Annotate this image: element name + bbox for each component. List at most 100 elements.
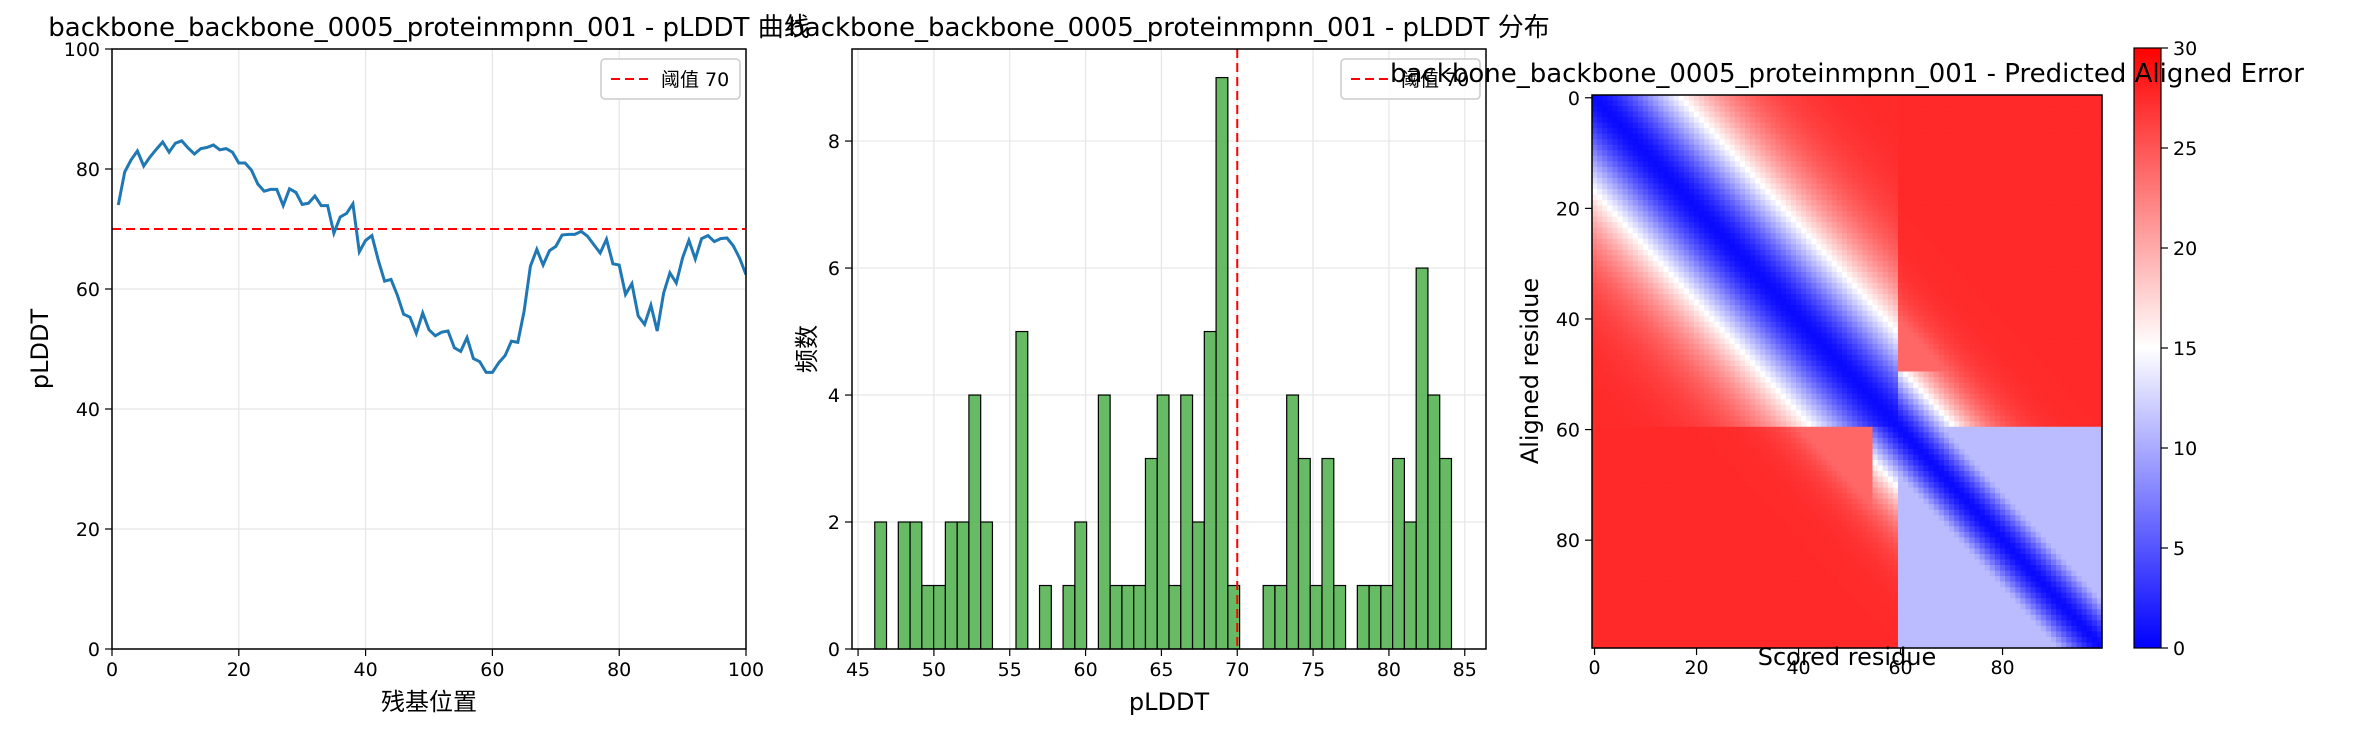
- pae-cell: [2091, 150, 2098, 157]
- pae-cell: [1755, 260, 1761, 268]
- pae-cell: [1877, 233, 1884, 240]
- pae-cell: [2086, 100, 2093, 107]
- pae-cell: [1632, 128, 1639, 135]
- pae-cell: [1852, 338, 1858, 345]
- pae-cell: [1622, 354, 1629, 362]
- pae-cell: [1852, 238, 1858, 245]
- pae-cell: [1806, 166, 1812, 174]
- pae-cell: [1612, 310, 1619, 317]
- pae-cell: [1892, 266, 1899, 273]
- pae-cell: [1709, 349, 1715, 356]
- pae-cell: [2066, 327, 2072, 334]
- pae-cell: [1928, 155, 1935, 162]
- pae-cell: [1928, 133, 1935, 140]
- pae-cell: [1882, 260, 1889, 268]
- pae-cell: [2071, 321, 2078, 328]
- pae-cell: [1668, 172, 1675, 179]
- pae-cell: [2000, 332, 2006, 339]
- pae-cell: [2020, 294, 2027, 301]
- pae-cell: [2035, 294, 2042, 301]
- pae-cell: [1704, 200, 1710, 207]
- pae-cell: [1887, 283, 1894, 290]
- pae-cell: [1908, 343, 1914, 350]
- pae-cell: [1847, 332, 1853, 339]
- pae-cell: [1877, 332, 1884, 339]
- pae-cell: [1750, 161, 1756, 168]
- histogram-bar: [1309, 584, 1323, 650]
- pae-cell: [2076, 139, 2083, 146]
- pae-cell: [1923, 172, 1930, 179]
- pae-cell: [1683, 155, 1690, 162]
- pae-cell: [1994, 321, 2001, 328]
- pae-cell: [1943, 106, 1950, 113]
- pae-cell: [1607, 172, 1613, 179]
- pae-cell: [2096, 111, 2103, 118]
- pae-cell: [1739, 200, 1746, 207]
- pae-cell: [1898, 227, 1904, 234]
- pae-cell: [2061, 128, 2067, 135]
- pae-cell: [1989, 271, 1996, 279]
- pae-cell: [1847, 283, 1853, 290]
- pae-cell: [1913, 172, 1919, 179]
- pae-cell: [1750, 155, 1756, 162]
- pae-cell: [1852, 343, 1858, 350]
- pae-cell: [1597, 227, 1603, 234]
- pae-cell: [2086, 321, 2093, 328]
- pae-cell: [1847, 144, 1853, 151]
- pae-cell: [1709, 111, 1715, 118]
- pae-cell: [2071, 95, 2078, 102]
- pae-cell: [1943, 128, 1950, 135]
- pae-cell: [1862, 277, 1868, 284]
- pae-cell: [1673, 100, 1680, 107]
- pae-cell: [1617, 277, 1624, 284]
- pae-cell: [1857, 294, 1863, 301]
- pae-cell: [1979, 144, 1986, 151]
- pae-cell: [1775, 177, 1782, 185]
- pae-cell: [1704, 139, 1710, 146]
- pae-cell: [1673, 200, 1680, 207]
- pae-cell: [1760, 183, 1766, 190]
- pae-cell: [1643, 172, 1649, 179]
- pae-cell: [1811, 106, 1817, 113]
- pae-cell: [1796, 338, 1802, 345]
- pae-cell: [1765, 172, 1772, 179]
- pae-cell: [2076, 316, 2083, 323]
- pae-cell: [1877, 177, 1884, 185]
- pae-cell: [1790, 238, 1797, 245]
- pae-cell: [1673, 327, 1680, 334]
- pae-cell: [2051, 343, 2057, 350]
- pae-cell: [1943, 249, 1950, 256]
- pae-cell: [2081, 194, 2088, 201]
- pae-cell: [2045, 106, 2052, 113]
- pae-cell: [1592, 177, 1598, 185]
- pae-cell: [1943, 100, 1950, 107]
- pae-cell: [2035, 183, 2042, 190]
- pae-cell: [2025, 294, 2032, 301]
- pae-cell: [1989, 111, 1996, 118]
- pae-cell: [1867, 122, 1874, 129]
- pae-cell: [1841, 360, 1848, 367]
- pae-cell: [1724, 211, 1731, 218]
- pae-cell: [1928, 166, 1935, 174]
- pae-cell: [1964, 332, 1970, 339]
- pae-cell: [1770, 122, 1777, 129]
- pae-cell: [1597, 260, 1603, 268]
- pae-cell: [1816, 222, 1823, 229]
- pae-cell: [2071, 144, 2078, 151]
- pae-cell: [2056, 177, 2062, 185]
- pae-cell: [2076, 216, 2083, 223]
- pae-cell: [1760, 277, 1766, 284]
- pae-cell: [1816, 95, 1823, 102]
- pae-cell: [1806, 332, 1812, 339]
- pae-cell: [1898, 211, 1904, 218]
- pae-cell: [2045, 266, 2052, 273]
- pae-cell: [1755, 233, 1761, 240]
- pae-cell: [1714, 172, 1721, 179]
- pae-cell: [2035, 238, 2042, 245]
- pae-cell: [1724, 316, 1731, 323]
- pae-cell: [1694, 277, 1700, 284]
- pae-cell: [1887, 128, 1894, 135]
- pae-cell: [1862, 327, 1868, 334]
- pae-cell: [1643, 294, 1649, 301]
- pae-cell: [1683, 271, 1690, 279]
